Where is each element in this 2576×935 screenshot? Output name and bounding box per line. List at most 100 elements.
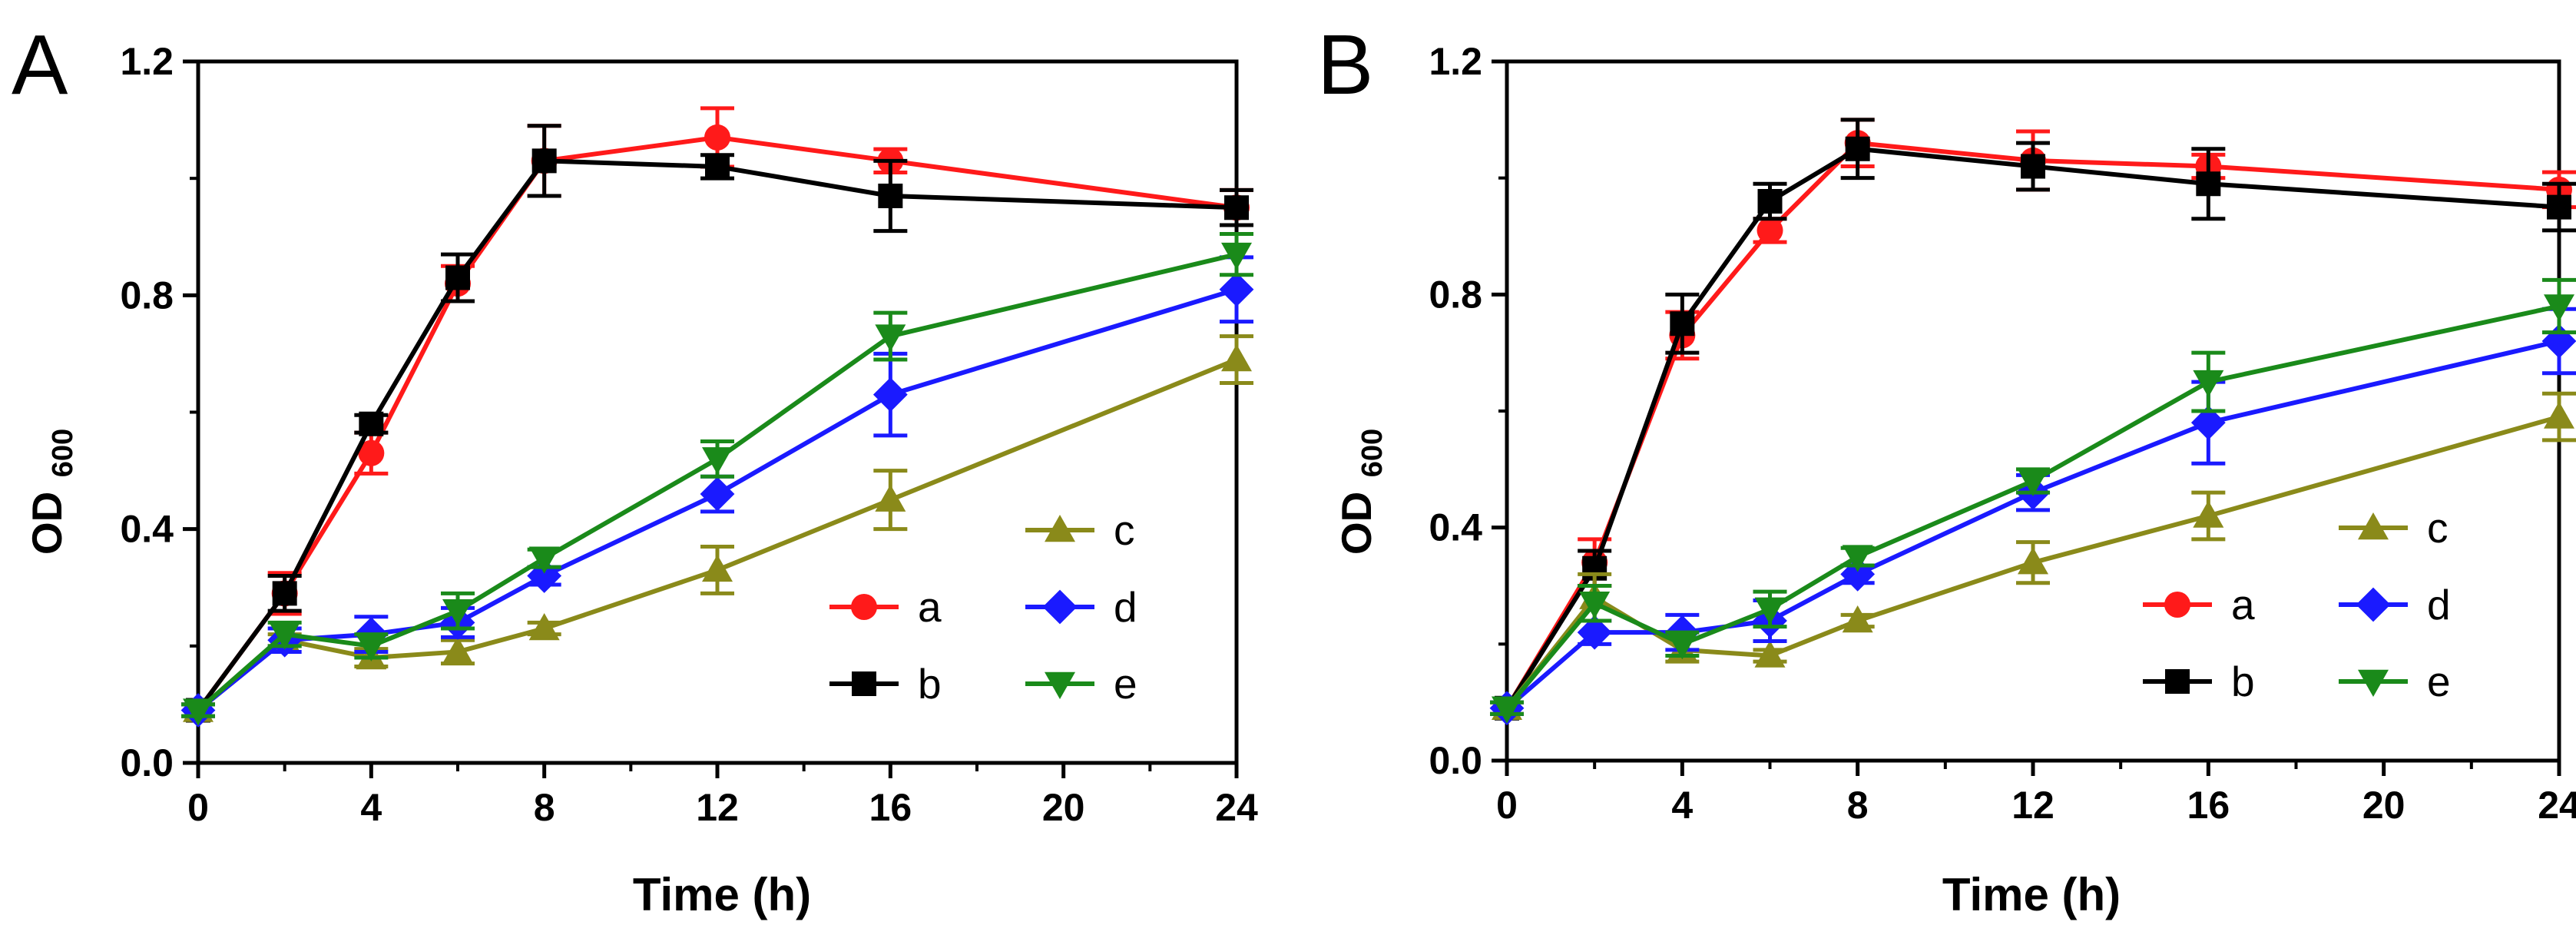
y-axis-title-subscript: 600	[47, 429, 79, 477]
data-point-a	[358, 439, 385, 466]
data-point-b	[1845, 136, 1870, 161]
data-point-c	[875, 484, 906, 512]
legend-marker-a	[2164, 592, 2190, 618]
data-point-c	[1221, 344, 1252, 372]
data-point-b	[1757, 189, 1783, 214]
data-point-b	[705, 154, 730, 179]
series-b	[181, 124, 1253, 723]
x-tick-label: 4	[1671, 784, 1693, 827]
data-point-e	[1221, 242, 1252, 270]
legend-marker-d	[2356, 587, 2391, 622]
y-tick-label: 0.0	[120, 741, 174, 784]
y-tick-label: 0.0	[1429, 739, 1482, 782]
series-line-c	[1505, 414, 2560, 710]
data-point-c	[2193, 500, 2224, 528]
series-line-b	[196, 158, 1237, 712]
x-tick-label: 4	[360, 786, 382, 829]
svg-text:OD 600: OD 600	[23, 429, 79, 555]
legend-label-b: b	[2231, 658, 2255, 705]
y-tick-label: 0.8	[120, 274, 174, 317]
data-point-e	[1492, 696, 1522, 724]
y-tick-label: 0.4	[120, 508, 174, 551]
y-tick-label: 1.2	[1429, 40, 1482, 83]
series-e	[1490, 277, 2576, 724]
panel-b: B Time (h) OD 600 0 4 8 12 16 20 24 0.0 0.4 0.8 1.…	[1317, 18, 2576, 920]
legend: c a d b e	[2143, 504, 2451, 705]
legend-label-c: c	[2427, 504, 2449, 552]
data-point-d	[872, 377, 908, 413]
panel-label: A	[12, 18, 68, 112]
data-point-b	[272, 581, 297, 606]
panel-label: B	[1317, 18, 1373, 112]
data-point-e	[183, 698, 214, 726]
panel-a: A Time (h) OD 600 0 4 8 12 16 20 24 0.0 0.4 0.8 1.…	[12, 18, 1258, 920]
x-tick-label: 12	[696, 786, 739, 829]
data-point-c	[442, 636, 473, 664]
legend-label-b: b	[918, 660, 942, 708]
series-c	[1490, 391, 2576, 720]
y-tick-label: 0.8	[1429, 273, 1482, 316]
data-point-e	[269, 622, 300, 650]
legend-marker-e	[1045, 671, 1075, 699]
data-point-c	[702, 554, 733, 582]
data-point-d	[700, 476, 735, 512]
series-line-c	[197, 357, 1238, 712]
data-point-c	[1754, 640, 1786, 668]
data-point-b	[445, 265, 470, 290]
legend-label-d: d	[2427, 581, 2451, 628]
data-point-a	[1757, 217, 1783, 244]
data-point-c	[2544, 401, 2574, 429]
data-point-b	[878, 183, 903, 208]
x-tick-label: 16	[869, 786, 912, 829]
data-point-e	[1667, 632, 1698, 660]
data-point-d	[1577, 615, 1612, 650]
series-d	[1489, 307, 2576, 726]
data-point-e	[2193, 370, 2224, 398]
x-tick-label: 16	[2187, 784, 2230, 827]
x-tick-label: 12	[2011, 784, 2055, 827]
x-tick-label: 0	[1496, 784, 1518, 827]
data-point-e	[2018, 469, 2048, 496]
x-axis-title: Time (h)	[633, 869, 811, 920]
legend-marker-e	[2358, 669, 2389, 697]
y-tick-label: 0.4	[1429, 506, 1482, 549]
series-d	[180, 255, 1254, 728]
y-axis-title: OD	[23, 492, 71, 555]
data-point-c	[1842, 605, 1873, 633]
legend-label-c: c	[1114, 506, 1135, 554]
data-point-b	[1670, 311, 1695, 337]
legend: c a d b e	[829, 506, 1137, 708]
series-line-a	[1505, 141, 2560, 710]
x-tick-label: 20	[2362, 784, 2405, 827]
data-point-b	[1224, 195, 1249, 220]
legend-marker-c	[2358, 512, 2389, 540]
data-point-e	[1579, 592, 1611, 619]
x-tick-label: 24	[2538, 784, 2576, 827]
legend-label-e: e	[2427, 658, 2451, 705]
legend-label-a: a	[2231, 581, 2255, 628]
data-point-e	[442, 598, 473, 627]
series-line-e	[1505, 303, 2560, 710]
data-point-e	[356, 634, 387, 661]
data-point-a	[704, 124, 730, 151]
data-point-e	[1842, 545, 1873, 572]
legend-marker-a	[851, 594, 877, 620]
data-point-c	[528, 613, 560, 641]
y-tick-label: 1.2	[120, 40, 174, 83]
legend-marker-b	[852, 671, 876, 696]
data-point-b	[359, 411, 384, 436]
series-e	[181, 231, 1253, 726]
legend-marker-c	[1045, 515, 1075, 542]
data-point-b	[2547, 194, 2571, 220]
data-point-c	[2018, 547, 2048, 575]
data-point-e	[875, 324, 906, 352]
legend-marker-b	[2165, 669, 2190, 694]
x-tick-label: 0	[187, 786, 209, 829]
data-point-d	[1219, 272, 1254, 307]
data-point-e	[1754, 597, 1786, 625]
y-axis-title: OD	[1333, 492, 1380, 555]
series-line-b	[1505, 146, 2560, 710]
x-axis-title: Time (h)	[1942, 869, 2121, 920]
legend-label-d: d	[1114, 583, 1137, 631]
